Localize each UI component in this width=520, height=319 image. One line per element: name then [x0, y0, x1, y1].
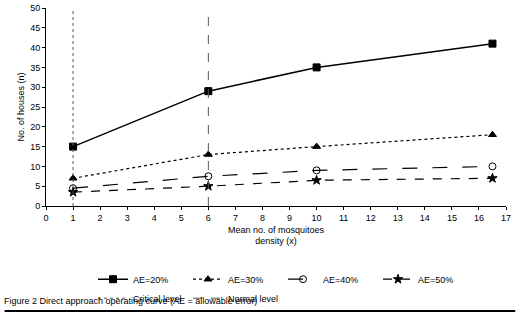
svg-text:9: 9: [287, 213, 292, 223]
svg-text:50: 50: [30, 3, 40, 13]
svg-text:5: 5: [35, 181, 40, 191]
svg-text:0: 0: [35, 201, 40, 211]
svg-text:AE=30%: AE=30%: [228, 275, 263, 285]
svg-text:1: 1: [71, 213, 76, 223]
svg-text:AE=40%: AE=40%: [323, 275, 358, 285]
svg-text:Critical level: Critical level: [133, 294, 182, 304]
svg-text:3: 3: [125, 213, 130, 223]
svg-text:30: 30: [30, 82, 40, 92]
svg-text:40: 40: [30, 43, 40, 53]
svg-text:15: 15: [447, 213, 457, 223]
svg-text:Figure 2 Direct approach opera: Figure 2 Direct approach operating curve…: [4, 296, 257, 306]
svg-text:7: 7: [233, 213, 238, 223]
svg-text:35: 35: [30, 63, 40, 73]
svg-text:6: 6: [206, 213, 211, 223]
svg-text:AE=50%: AE=50%: [418, 275, 453, 285]
svg-text:20: 20: [30, 122, 40, 132]
svg-text:16: 16: [474, 213, 484, 223]
svg-text:No. of houses (n): No. of houses (n): [16, 72, 26, 141]
svg-text:14: 14: [420, 213, 430, 223]
svg-text:2: 2: [98, 213, 103, 223]
svg-text:12: 12: [366, 213, 376, 223]
svg-text:AE=20%: AE=20%: [133, 275, 168, 285]
svg-text:10: 10: [30, 162, 40, 172]
svg-text:Normal level: Normal level: [228, 294, 278, 304]
svg-text:8: 8: [260, 213, 265, 223]
svg-text:13: 13: [393, 213, 403, 223]
svg-text:Mean no. of mosquitoesdensity: Mean no. of mosquitoesdensity (x): [228, 225, 325, 247]
svg-text:5: 5: [179, 213, 184, 223]
svg-text:0: 0: [43, 213, 48, 223]
svg-text:15: 15: [30, 142, 40, 152]
svg-text:10: 10: [312, 213, 322, 223]
svg-text:25: 25: [30, 102, 40, 112]
svg-text:4: 4: [152, 213, 157, 223]
svg-text:11: 11: [339, 213, 348, 223]
svg-text:17: 17: [501, 213, 511, 223]
svg-text:45: 45: [30, 23, 40, 33]
